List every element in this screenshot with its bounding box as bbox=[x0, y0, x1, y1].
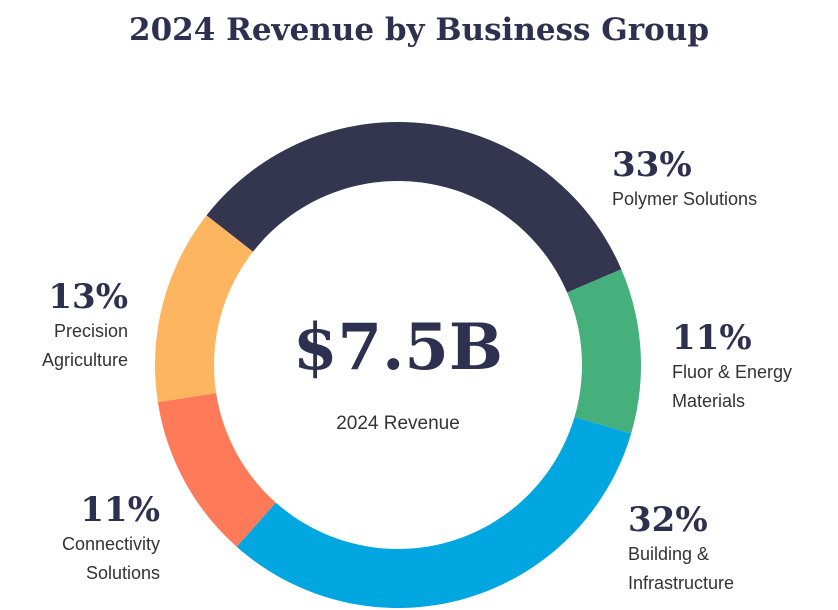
segment-label: 13% Precision Agriculture bbox=[8, 277, 128, 375]
category-label: Precision Agriculture bbox=[41, 321, 128, 370]
value-label: 33% bbox=[612, 145, 692, 185]
category-label: Polymer Solutions bbox=[612, 189, 758, 209]
donut-segment bbox=[157, 393, 276, 547]
value-label: 13% bbox=[48, 277, 128, 317]
segment-label: 33% Polymer Solutions bbox=[612, 145, 832, 214]
center-label: 2024 Revenue bbox=[336, 413, 460, 434]
value-label: 11% bbox=[672, 318, 752, 358]
category-label: Building & Infrastructure bbox=[628, 544, 735, 593]
center-value: $7.5B bbox=[293, 310, 503, 385]
value-label: 11% bbox=[80, 490, 160, 530]
category-label: Fluor & Energy Materials bbox=[672, 362, 793, 411]
donut-segment bbox=[155, 215, 254, 403]
donut-segment bbox=[567, 269, 641, 434]
chart-title: 2024 Revenue by Business Group bbox=[129, 12, 709, 48]
segment-label: 32% Building & Infrastructure bbox=[628, 500, 788, 598]
segment-label: 11% Fluor & Energy Materials bbox=[672, 318, 837, 416]
category-label: Connectivity Solutions bbox=[61, 534, 160, 583]
donut-segment bbox=[236, 416, 632, 609]
segment-label: 11% Connectivity Solutions bbox=[10, 490, 160, 588]
donut-segment bbox=[206, 121, 622, 293]
value-label: 32% bbox=[628, 500, 708, 540]
